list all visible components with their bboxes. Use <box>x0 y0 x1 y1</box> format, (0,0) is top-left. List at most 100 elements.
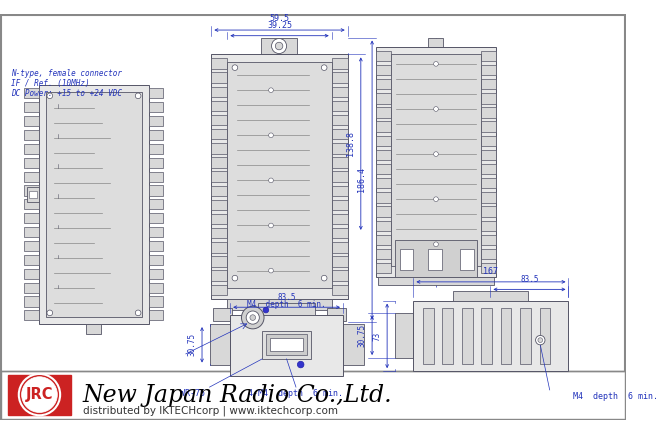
Circle shape <box>322 65 327 70</box>
Bar <box>25 296 39 307</box>
Bar <box>481 164 496 175</box>
Bar <box>230 315 343 376</box>
Bar <box>332 157 348 168</box>
Bar <box>481 93 496 104</box>
Bar <box>25 199 39 210</box>
Circle shape <box>434 61 438 66</box>
Bar <box>149 144 163 154</box>
Bar <box>376 107 391 118</box>
Bar <box>376 164 391 175</box>
Text: New Japan Radio Co.,Ltd.: New Japan Radio Co.,Ltd. <box>83 384 392 407</box>
Bar <box>332 86 348 97</box>
Bar <box>149 213 163 223</box>
Text: 73: 73 <box>372 331 382 340</box>
Bar <box>25 172 39 182</box>
Circle shape <box>434 107 438 111</box>
Circle shape <box>268 133 273 138</box>
Text: M4  depth  6 min.: M4 depth 6 min. <box>247 300 326 309</box>
Bar <box>25 213 39 223</box>
Bar <box>481 192 496 203</box>
Circle shape <box>263 307 268 313</box>
Bar <box>414 301 569 371</box>
Bar <box>258 303 315 315</box>
Bar <box>149 130 163 140</box>
Bar <box>376 263 391 273</box>
Bar <box>520 308 531 364</box>
Text: M4  depth  6 min.: M4 depth 6 min. <box>573 392 658 401</box>
Bar <box>376 65 391 75</box>
Bar <box>442 308 453 364</box>
Bar <box>332 228 348 238</box>
Bar <box>46 92 142 317</box>
Bar <box>460 249 474 270</box>
Bar <box>332 101 348 111</box>
Bar <box>395 313 414 358</box>
Bar <box>211 143 227 153</box>
Bar <box>25 116 39 126</box>
Bar <box>149 116 163 126</box>
Bar <box>395 240 478 277</box>
Bar <box>376 178 391 188</box>
Bar <box>481 150 496 160</box>
Text: 186.4: 186.4 <box>358 168 366 192</box>
Bar <box>376 136 391 146</box>
Bar <box>25 185 39 196</box>
Bar <box>211 256 227 267</box>
Bar <box>481 136 496 146</box>
Bar <box>481 221 496 231</box>
Bar <box>481 206 496 217</box>
Bar <box>149 255 163 265</box>
Bar <box>376 249 391 259</box>
Bar <box>453 291 528 301</box>
Bar <box>376 51 391 61</box>
Bar <box>261 38 297 54</box>
Circle shape <box>232 275 238 281</box>
Bar <box>25 102 39 112</box>
Bar <box>149 88 163 98</box>
Bar <box>332 214 348 224</box>
Circle shape <box>242 306 264 329</box>
Bar <box>149 158 163 168</box>
Bar <box>149 241 163 251</box>
Circle shape <box>47 310 53 316</box>
Bar <box>332 58 348 69</box>
Circle shape <box>47 93 53 98</box>
Circle shape <box>434 152 438 156</box>
Bar <box>149 269 163 279</box>
Bar <box>481 263 496 273</box>
Text: 59.5: 59.5 <box>270 13 290 22</box>
Bar <box>211 186 227 196</box>
Bar <box>25 130 39 140</box>
Bar <box>149 199 163 210</box>
Bar <box>332 186 348 196</box>
Bar <box>332 285 348 295</box>
Bar <box>211 86 227 97</box>
Circle shape <box>135 93 141 98</box>
Text: 30.75: 30.75 <box>187 333 196 356</box>
Text: 167: 167 <box>484 267 498 276</box>
Bar <box>149 227 163 237</box>
Bar <box>327 308 346 321</box>
Bar <box>332 270 348 281</box>
Bar <box>211 200 227 210</box>
Text: DC Power: +15 to +24 VDC: DC Power: +15 to +24 VDC <box>11 89 123 98</box>
Bar <box>428 249 442 270</box>
Bar <box>87 324 101 334</box>
Bar <box>376 206 391 217</box>
Bar <box>39 85 149 324</box>
Bar <box>332 73 348 83</box>
Bar <box>211 228 227 238</box>
Bar <box>25 283 39 292</box>
Bar <box>25 227 39 237</box>
Bar <box>266 334 307 355</box>
Circle shape <box>232 65 238 70</box>
Bar <box>211 115 227 125</box>
Bar <box>211 101 227 111</box>
Bar <box>227 62 332 288</box>
Bar <box>332 129 348 140</box>
Bar <box>481 178 496 188</box>
Bar <box>211 157 227 168</box>
Bar <box>481 65 496 75</box>
Bar <box>332 200 348 210</box>
Text: 4-M4  depth  6 min.: 4-M4 depth 6 min. <box>248 389 344 398</box>
